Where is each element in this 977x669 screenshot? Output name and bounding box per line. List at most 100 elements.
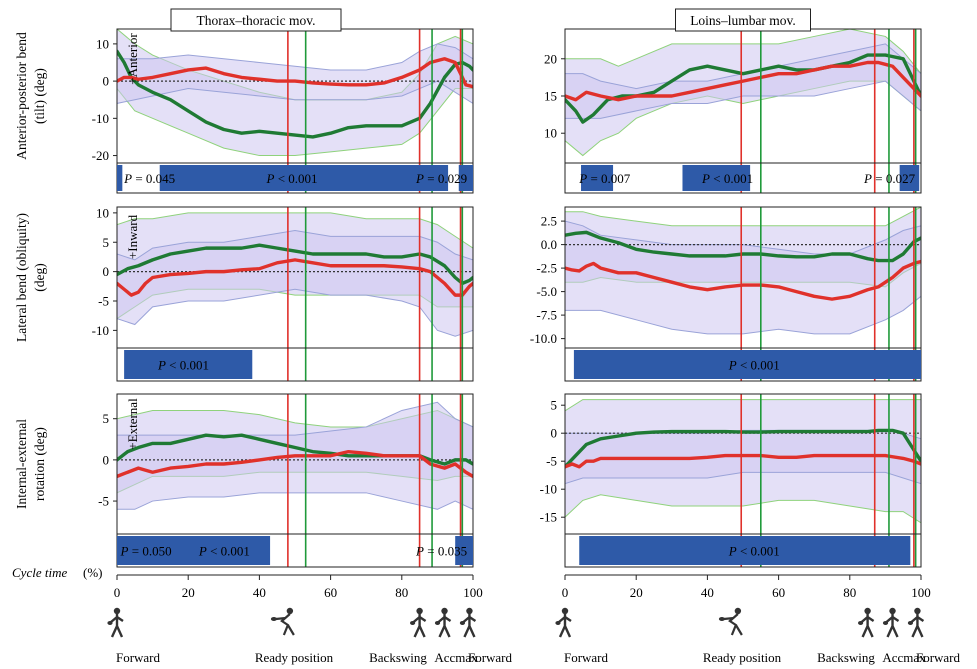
event-label: Backswing <box>369 650 427 665</box>
y-tick-label: 20 <box>544 51 557 66</box>
icon-paddle <box>858 621 864 625</box>
icon-paddle <box>459 621 466 625</box>
icon-head <box>113 607 121 615</box>
y-tick-label: -10.0 <box>530 331 557 346</box>
x-tick-label: 20 <box>630 585 643 600</box>
pvalue-text: = 0.007 <box>587 171 631 186</box>
table-tennis-player-icon <box>858 607 875 638</box>
table-tennis-player-icon <box>107 607 124 638</box>
icon-paddle <box>410 621 416 625</box>
pvalue-text: = 0.050 <box>129 544 172 559</box>
x-tick-label: 100 <box>911 585 931 600</box>
pvalue-label: P < 0.001 <box>266 171 318 186</box>
y-tick-label: 10 <box>96 205 109 220</box>
table-tennis-player-icon <box>459 607 477 638</box>
icon-paddle <box>882 621 889 625</box>
event-label: Forward <box>916 650 961 665</box>
plot-area <box>117 29 473 157</box>
plot-area <box>117 212 473 337</box>
icon-head <box>734 607 742 615</box>
y-axis-label-line: Anterior-posterior bend <box>14 32 29 160</box>
sd-band-red <box>117 43 473 105</box>
y-tick-label: -7.5 <box>536 308 557 323</box>
direction-label: +Inward <box>125 214 140 259</box>
series-line-green <box>565 53 921 124</box>
pvalue-bar <box>581 165 614 191</box>
y-tick-label: 0.0 <box>541 237 557 252</box>
series-line-green <box>565 230 921 263</box>
icon-paddle <box>107 621 113 625</box>
y-tick-label: 5 <box>551 398 558 413</box>
y-tick-label: 10 <box>544 126 557 141</box>
y-axis-label-line: (deg) <box>32 263 47 291</box>
series-line-red <box>565 453 921 469</box>
pvalue-label: P < 0.001 <box>728 358 780 373</box>
icon-body <box>275 613 295 636</box>
x-tick-label: 100 <box>463 585 483 600</box>
direction-label: +Anterior <box>125 33 140 85</box>
y-axis-label-line: Internal-external <box>14 419 29 509</box>
table-tennis-player-icon <box>718 607 743 636</box>
icon-head <box>441 607 448 615</box>
y-tick-label: -5 <box>98 294 109 309</box>
cycle-time-label: Cycle time <box>12 565 67 580</box>
pvalue-label: P = 0.007 <box>578 171 631 186</box>
pvalue-bar <box>159 165 449 191</box>
pvalue-bar <box>117 165 123 191</box>
icon-body <box>885 614 900 638</box>
pvalue-text: = 0.029 <box>424 171 467 186</box>
icon-paddle <box>434 621 441 625</box>
y-tick-label: -5 <box>98 494 109 509</box>
pvalue-p: P <box>415 171 424 186</box>
x-tick-label: 0 <box>562 585 569 600</box>
y-tick-label: -10 <box>92 111 109 126</box>
y-tick-label: 10 <box>96 36 109 51</box>
pvalue-bar <box>458 165 473 191</box>
pvalue-p: P <box>120 544 129 559</box>
pvalue-bar <box>455 536 473 565</box>
icon-head <box>466 607 473 615</box>
icon-head <box>416 607 423 615</box>
pvalue-p: P <box>728 358 737 373</box>
pvalue-p: P <box>266 171 275 186</box>
event-label: Ready position <box>255 650 334 665</box>
y-tick-label: 0 <box>103 452 110 467</box>
pvalue-p: P <box>728 544 737 559</box>
pvalue-label: P = 0.050 <box>120 544 172 559</box>
pvalue-label: P < 0.001 <box>701 171 753 186</box>
icon-head <box>561 607 569 615</box>
x-tick-label: 20 <box>182 585 195 600</box>
series-line-red <box>117 57 473 89</box>
pvalue-p: P <box>863 171 872 186</box>
sd-band-red <box>565 220 921 335</box>
plot-area <box>565 29 921 157</box>
pvalue-text: = 0.035 <box>424 544 467 559</box>
table-tennis-player-icon <box>410 607 427 638</box>
icon-paddle <box>555 621 561 625</box>
pvalue-text: < 0.001 <box>166 358 209 373</box>
series-line-red <box>117 258 473 297</box>
icon-body <box>110 614 124 638</box>
column-title-box <box>170 8 342 32</box>
panel-frame <box>116 393 474 568</box>
event-label: Forward <box>116 650 161 665</box>
y-tick-label: -2.5 <box>536 261 557 276</box>
icon-paddle <box>907 621 914 625</box>
y-tick-label: -5.0 <box>536 284 557 299</box>
table-tennis-player-icon <box>434 607 452 638</box>
y-tick-label: 0 <box>103 74 110 89</box>
event-label: Forward <box>564 650 609 665</box>
pvalue-label: P = 0.045 <box>123 171 175 186</box>
cycle-time-unit: (%) <box>83 565 103 580</box>
pvalue-p: P <box>157 358 166 373</box>
y-tick-label: -5 <box>546 454 557 469</box>
pvalue-text: < 0.001 <box>737 358 780 373</box>
plot-area <box>565 399 921 524</box>
icon-body <box>558 614 572 638</box>
icon-body <box>910 614 925 638</box>
icon-body <box>412 614 427 638</box>
direction-label: +External <box>125 398 140 450</box>
event-label: Accmax <box>434 650 478 665</box>
icon-head <box>914 607 921 615</box>
pvalue-label: P = 0.027 <box>863 171 916 186</box>
